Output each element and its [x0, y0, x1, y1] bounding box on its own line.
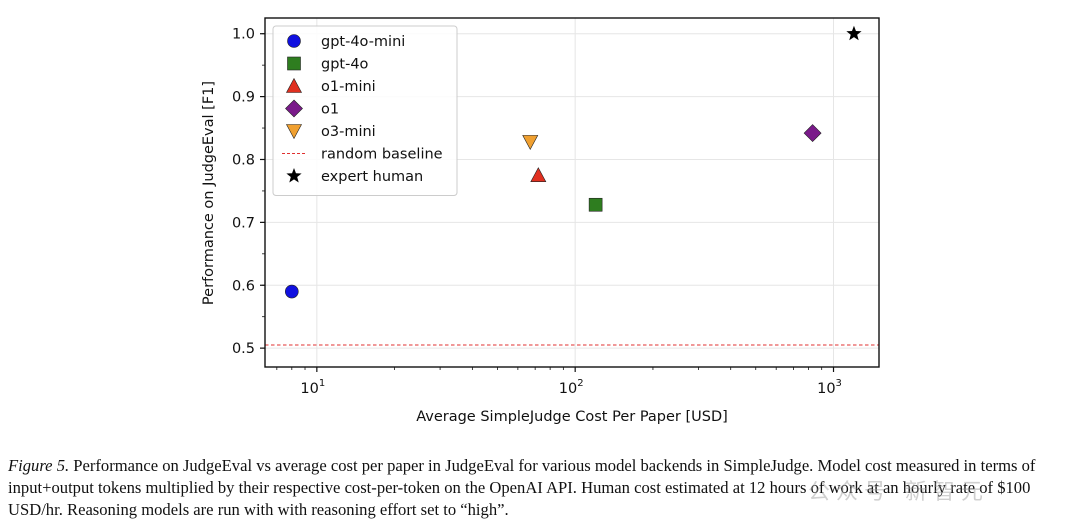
- legend-item: expert human: [286, 168, 423, 185]
- x-axis: 101 102 103: [276, 367, 842, 397]
- data-markers: [285, 25, 862, 299]
- legend-item: o1-mini: [285, 77, 376, 95]
- legend-marker-o3-mini: [285, 124, 303, 140]
- y-tick-label: 0.8: [232, 152, 255, 168]
- y-tick-label: 1.0: [232, 27, 255, 43]
- legend-item: o3-mini: [285, 124, 376, 140]
- point-expert-human: [846, 25, 862, 41]
- legend-marker-gpt-4o: [287, 56, 301, 71]
- legend-label: gpt-4o: [321, 57, 369, 73]
- caption-label: Figure 5.: [8, 456, 70, 475]
- legend-label: expert human: [321, 169, 423, 185]
- legend-item: gpt-4o-mini: [287, 34, 405, 50]
- figure-caption: Figure 5. Performance on JudgeEval vs av…: [8, 455, 1074, 521]
- legend-box: [272, 25, 458, 196]
- legend-label: random baseline: [321, 147, 443, 163]
- legend-marker-o1-mini: [285, 77, 303, 93]
- legend-marker-gpt-4o-mini: [287, 34, 301, 48]
- legend-marker-expert-human: [286, 168, 302, 183]
- y-tick-label: 0.5: [232, 341, 255, 357]
- x-tick-label: 103: [817, 378, 842, 397]
- legend-label: o1: [321, 102, 339, 118]
- legend-label: o1-mini: [321, 79, 376, 95]
- x-tick-label: 102: [559, 378, 584, 397]
- legend-marker-o1: [285, 99, 303, 118]
- y-tick-label: 0.6: [232, 278, 255, 294]
- x-tick-label: 101: [300, 378, 325, 397]
- legend-item: random baseline: [282, 147, 443, 163]
- x-axis-label: Average SimpleJudge Cost Per Paper [USD]: [416, 409, 728, 425]
- point-gpt-4o-mini: [285, 284, 299, 299]
- legend-item: gpt-4o: [287, 56, 369, 73]
- point-o1: [803, 124, 822, 142]
- legend-label: o3-mini: [321, 124, 376, 140]
- legend-label: gpt-4o-mini: [321, 34, 405, 50]
- scatter-chart: 0.5 0.6 0.7 0.8 0.9 1.0 101 102 103 gpt-4o-mini…: [201, 17, 880, 425]
- y-axis-label: Performance on JudgeEval [F1]: [201, 81, 217, 305]
- legend: gpt-4o-mini gpt-4o o1-mini o1 o3-mini random …: [272, 25, 458, 196]
- plot-frame: [264, 17, 880, 368]
- legend-item: o1: [285, 99, 339, 118]
- caption-text: Performance on JudgeEval vs average cost…: [8, 456, 1036, 519]
- watermark: 公众号 新智元: [808, 480, 989, 505]
- point-gpt-4o: [588, 197, 603, 212]
- point-o3-mini: [522, 135, 539, 151]
- y-tick-label: 0.9: [232, 90, 255, 106]
- y-axis: 0.5 0.6 0.7 0.8 0.9 1.0: [232, 27, 265, 357]
- point-o1-mini: [530, 167, 547, 183]
- y-tick-label: 0.7: [232, 215, 255, 231]
